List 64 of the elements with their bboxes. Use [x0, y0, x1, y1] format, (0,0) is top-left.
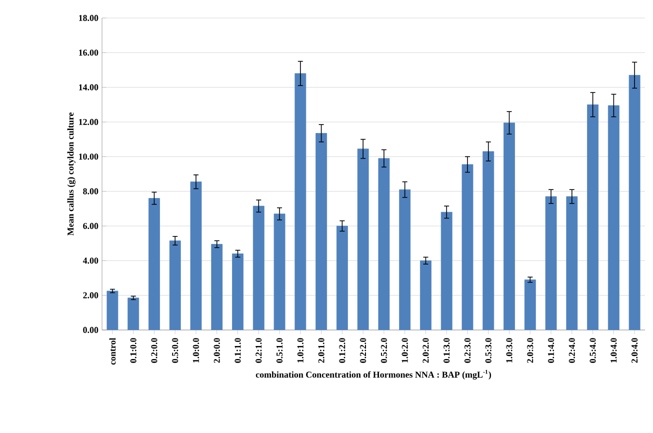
x-tick-label: 1.0:3.0: [506, 338, 512, 362]
y-tick-label: 18.00: [79, 14, 98, 22]
x-tick-label: 0.1:0.0: [130, 338, 136, 363]
bar: [169, 240, 181, 330]
x-tick-label: 2.0:2.0: [422, 338, 429, 363]
bar: [128, 298, 140, 330]
bar: [252, 206, 264, 330]
bar: [587, 104, 598, 330]
y-tick-label: 4.00: [82, 258, 98, 264]
bar: [274, 214, 286, 330]
y-tick-label: 6.00: [83, 222, 98, 230]
x-tick-label: 2.0:3.0: [527, 338, 534, 363]
x-tick-label: 0.5:4.0: [590, 338, 596, 363]
bar: [524, 280, 536, 330]
x-tick-label: 0.1:4.0: [548, 338, 554, 363]
bar: [106, 290, 118, 330]
bar: [420, 260, 432, 330]
x-tick-label: 1.0:0.0: [192, 338, 200, 362]
x-tick-label: 0.5:3.0: [485, 338, 492, 363]
bar: [357, 148, 369, 330]
x-tick-label: 0.1:2.0: [339, 338, 346, 363]
x-tick-label: 1.0:4.0: [610, 338, 617, 362]
x-tick-label: 0.5:1.0: [276, 338, 283, 363]
bar: [482, 151, 494, 330]
x-tick-label: control: [109, 338, 116, 365]
y-tick-label: 16.00: [79, 50, 98, 56]
x-axis-title: combination Concentration of Hormones NNA : BAP (mgL$^{-1}$): [256, 370, 492, 380]
bar: [399, 189, 411, 330]
bar: [608, 105, 620, 330]
x-tick-label: 0.1:1.0: [234, 338, 241, 363]
bar: [148, 198, 160, 330]
bar: [440, 212, 452, 330]
x-tick-label: 0.2:4.0: [568, 338, 575, 363]
y-tick-label: 14.00: [79, 84, 98, 90]
y-tick-label: 0.00: [83, 326, 98, 334]
bar: [336, 226, 348, 330]
y-tick-label: 12.00: [79, 118, 98, 126]
bar: [545, 196, 557, 330]
y-axis-title: Mean callus (g) cotyldon culture: [67, 112, 76, 236]
x-tick-label: 0.5:0.0: [172, 338, 178, 363]
bar: [211, 244, 223, 330]
y-tick-label: 8.00: [83, 188, 98, 194]
x-tick-label: 2.0:1.0: [318, 338, 324, 363]
x-tick-label: 0.5:2.0: [380, 338, 387, 363]
bar: [316, 133, 327, 330]
bar: [566, 196, 578, 330]
bar: [378, 158, 390, 330]
x-tick-label: 0.1:3.0: [444, 338, 450, 363]
bar: [294, 73, 306, 330]
y-tick-label: 2.00: [83, 292, 98, 298]
x-tick-label: 2.0:0.0: [214, 338, 220, 363]
x-tick-label: 0.2:1.0: [256, 338, 262, 363]
bar: [628, 74, 640, 330]
x-tick-label: 2.0:4.0: [632, 338, 638, 363]
bar: [190, 182, 202, 330]
bar: [232, 254, 244, 330]
x-tick-label: 0.2:2.0: [360, 338, 366, 363]
x-tick-label: 1.0:2.0: [402, 338, 408, 362]
x-tick-label: 1.0:1.0: [297, 338, 304, 362]
y-tick-label: 10.00: [79, 154, 98, 160]
x-tick-label: 0.2:3.0: [464, 338, 471, 363]
bar: [504, 122, 515, 330]
x-tick-label: 0.2:0.0: [151, 338, 158, 363]
bar: [462, 164, 474, 330]
